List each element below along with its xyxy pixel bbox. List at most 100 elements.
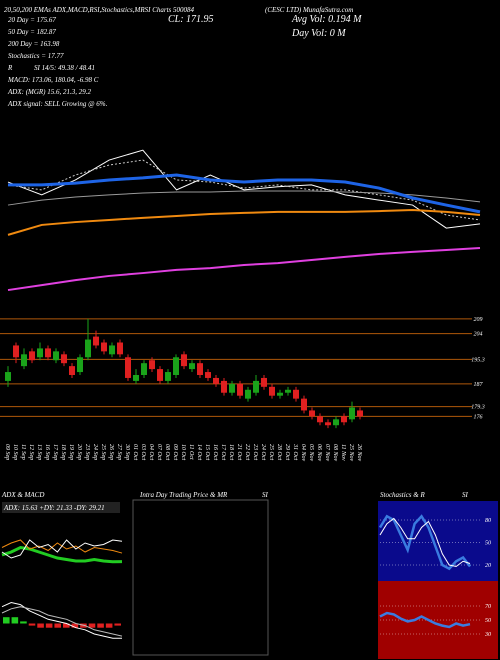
y-tick-label: 20 xyxy=(485,563,491,569)
histogram-bar xyxy=(45,623,53,628)
histogram-bar xyxy=(71,623,79,628)
x-tick-label: 12 Sep xyxy=(28,444,34,460)
histogram-bar xyxy=(11,617,19,624)
panel-title: Stochastics & R xyxy=(380,491,425,499)
candle-body xyxy=(149,360,155,370)
x-tick-label: 26 Nov xyxy=(356,444,362,462)
candle-body xyxy=(357,410,363,417)
annotation: ADX: 15.63 +DY: 21.33 -DY: 29.21 xyxy=(3,504,105,512)
stat: MACD: 173.06, 180.04, -6.98 C xyxy=(7,76,99,84)
candle-body xyxy=(197,363,203,375)
candle-body xyxy=(13,345,19,358)
series-line xyxy=(7,209,481,236)
x-tick-label: 08 Oct xyxy=(164,444,170,460)
x-tick-label: 15 Oct xyxy=(204,444,210,460)
stat: ADX: (MGR) 15.6, 21.3, 29.2 xyxy=(7,88,92,96)
candle-body xyxy=(213,377,219,384)
candle-body xyxy=(229,383,235,393)
close: CL: 171.95 xyxy=(168,14,214,25)
y-tick-label: 70 xyxy=(485,604,491,610)
intraday-title: Intra Day Trading Price & MR xyxy=(139,491,228,499)
x-tick-label: 16 Sep xyxy=(44,444,50,460)
company: (CESC LTD) MunafaSutra.com xyxy=(265,6,353,14)
candle-body xyxy=(77,357,83,373)
candle-body xyxy=(173,357,179,375)
y-tick-label: 204 xyxy=(474,331,483,338)
candle-body xyxy=(325,422,331,426)
x-tick-label: 16 Oct xyxy=(212,444,218,460)
candle-body xyxy=(221,380,227,393)
candle-body xyxy=(261,377,267,387)
series-line xyxy=(1,601,122,639)
series-line xyxy=(379,611,471,629)
candle-body xyxy=(141,363,147,375)
panel-title: ADX & MACD xyxy=(1,491,44,499)
candle-body xyxy=(189,363,195,370)
x-tick-label: 26 Sep xyxy=(108,444,114,460)
candle-body xyxy=(157,369,163,381)
candle-body xyxy=(301,398,307,411)
candle-body xyxy=(37,348,43,358)
candle-body xyxy=(285,389,291,393)
y-tick-label: 50 xyxy=(485,618,491,624)
x-tick-label: 04 Nov xyxy=(300,444,307,462)
candle-body xyxy=(69,366,75,375)
stat: 20 Day = 175.67 xyxy=(8,16,56,24)
series-line xyxy=(7,149,481,229)
y-tick-label: 179.3 xyxy=(471,405,485,411)
x-tick-label: 21 Oct xyxy=(236,444,242,460)
candle-body xyxy=(165,372,171,381)
candle-body xyxy=(101,342,107,352)
histogram-bar xyxy=(114,623,121,626)
candle-body xyxy=(269,386,275,396)
annotation-box xyxy=(2,502,120,513)
candle-body xyxy=(253,380,259,393)
title: 20,50,200 EMAs ADX,MACD,RSI,Stochastics,… xyxy=(4,6,195,14)
histogram-bar xyxy=(20,621,27,624)
x-tick-label: 23 Sep xyxy=(84,444,90,460)
x-tick-label: 22 Oct xyxy=(244,444,250,460)
series-line xyxy=(1,539,123,559)
candle-body xyxy=(237,383,243,396)
x-tick-label: 10 Sep xyxy=(12,444,18,460)
candle-body xyxy=(125,357,131,378)
histogram-bar xyxy=(88,623,96,628)
stat: ADX signal: SELL Growing @ 6%. xyxy=(7,100,108,108)
stat: SI 14/5: 49.38 / 48.41 xyxy=(34,64,95,72)
candle-body xyxy=(277,392,283,396)
series-line xyxy=(1,606,123,637)
candle-body xyxy=(333,419,339,426)
x-tick-label: 27 Sep xyxy=(116,444,122,460)
candle-body xyxy=(317,416,323,423)
histogram-bar xyxy=(28,623,36,626)
y-tick-label: 187 xyxy=(474,382,484,388)
x-tick-label: 09 Sep xyxy=(4,444,10,460)
x-tick-label: 14 Oct xyxy=(196,444,203,460)
candle-body xyxy=(21,354,27,367)
series-line xyxy=(7,159,481,221)
candle-body xyxy=(5,372,11,381)
candle-body xyxy=(117,342,123,355)
x-tick-label: 10 Oct xyxy=(180,444,186,460)
histogram-bar xyxy=(54,623,61,628)
x-tick-label: 19 Sep xyxy=(68,444,74,460)
x-tick-label: 29 Oct xyxy=(284,444,290,460)
histogram-bar xyxy=(105,623,113,628)
x-tick-label: 17 Sep xyxy=(52,444,58,460)
y-tick-label: 30 xyxy=(484,632,491,638)
x-tick-label: 05 Nov xyxy=(308,444,314,462)
x-tick-label: 25 Oct xyxy=(268,444,274,460)
y-tick-label: 176 xyxy=(474,414,483,420)
x-tick-label: 04 Oct xyxy=(148,444,155,460)
x-tick-label: 31 Oct xyxy=(292,443,298,460)
y-tick-label: 195.3 xyxy=(471,357,485,363)
x-tick-label: 07 Oct xyxy=(156,444,162,460)
x-tick-label: 08 Nov xyxy=(332,444,338,462)
stat: R xyxy=(7,64,13,72)
x-tick-label: 30 Sep xyxy=(124,443,130,460)
stat: Stochastics = 17.77 xyxy=(8,52,64,60)
series-line xyxy=(8,173,481,214)
series-line xyxy=(1,545,123,564)
